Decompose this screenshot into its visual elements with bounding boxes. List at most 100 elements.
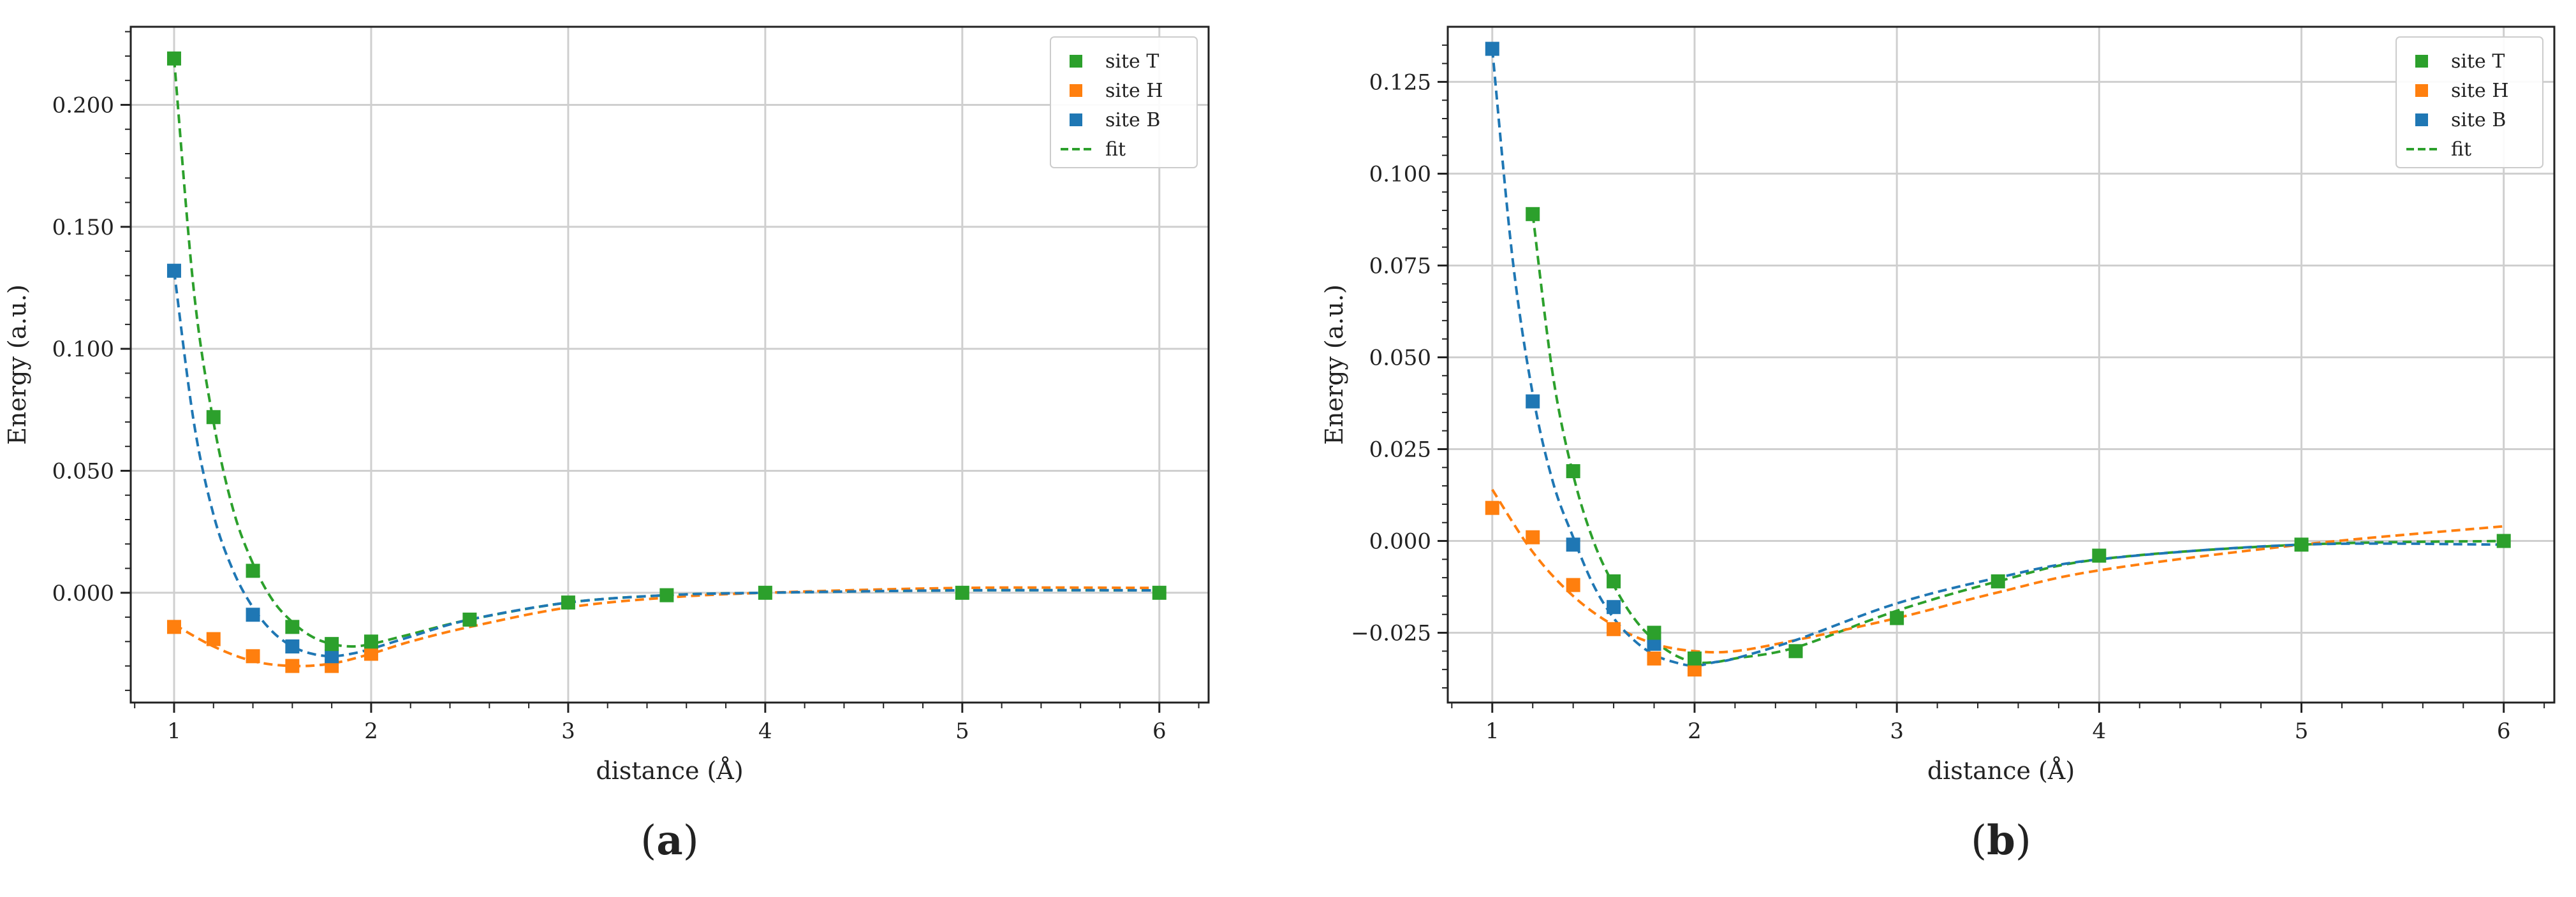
- legend-label: site T: [2451, 50, 2505, 73]
- y-tick-label: 0.200: [52, 92, 114, 118]
- data-point-site-T: [1607, 574, 1621, 588]
- legend-label: site T: [1105, 50, 1159, 73]
- legend-marker: [2415, 113, 2428, 126]
- data-point-site-B: [166, 263, 181, 278]
- legend-label: fit: [1105, 138, 1126, 161]
- data-point-site-B: [1485, 41, 1499, 56]
- data-point-site-T: [1566, 464, 1580, 479]
- x-tick-label: 1: [167, 718, 181, 744]
- data-point-site-T: [1526, 207, 1540, 221]
- data-point-site-T: [1152, 585, 1167, 600]
- data-point-site-B: [325, 649, 339, 664]
- fit-curve-site-H: [173, 586, 1159, 667]
- data-point-site-T: [1890, 611, 1904, 625]
- y-tick-label: 0.100: [52, 337, 114, 362]
- legend-box: [1050, 36, 1198, 168]
- y-axis-title: Energy (a.u.): [3, 284, 31, 445]
- y-tick-label: 0.050: [1369, 345, 1431, 370]
- panel-label: (b): [1971, 817, 2031, 864]
- data-point-site-T: [462, 612, 477, 627]
- x-tick-label: 2: [364, 718, 378, 744]
- data-point-site-H: [206, 632, 221, 646]
- legend-label: site H: [1105, 80, 1163, 102]
- data-point-site-B: [1566, 537, 1580, 552]
- data-point-site-H: [1607, 622, 1621, 636]
- y-tick-label: 0.150: [52, 215, 114, 240]
- data-point-site-H: [1526, 530, 1540, 544]
- data-point-site-T: [285, 620, 300, 634]
- data-point-site-T: [561, 595, 575, 610]
- y-tick-label: 0.075: [1369, 253, 1431, 279]
- fit-curve-site-B: [1490, 48, 2504, 667]
- legend: site T site H site B fit: [2396, 36, 2543, 168]
- data-point-site-T: [2496, 534, 2511, 548]
- data-point-site-T: [1991, 574, 2005, 588]
- y-tick-label: 0.125: [1369, 69, 1431, 95]
- legend: site T site H site B fit: [1050, 36, 1198, 168]
- y-tick-label: 0.000: [1369, 529, 1431, 555]
- x-tick-label: 6: [2497, 718, 2511, 744]
- data-point-site-T: [2092, 548, 2107, 563]
- plot-area: [1485, 41, 2511, 677]
- legend-marker: [2415, 84, 2428, 97]
- x-axis-title: distance (Å): [1927, 757, 2075, 785]
- data-point-site-H: [246, 649, 260, 664]
- legend-label: site B: [1105, 109, 1160, 131]
- data-point-site-H: [166, 620, 181, 634]
- data-point-site-T: [166, 51, 181, 66]
- data-point-site-B: [1526, 394, 1540, 409]
- legend-marker: [1070, 55, 1082, 68]
- fit-curve-site-T: [1531, 214, 2504, 664]
- data-point-site-T: [246, 564, 260, 578]
- x-tick-label: 3: [1890, 718, 1904, 744]
- y-tick-label: 0.050: [52, 458, 114, 484]
- data-point-site-T: [1788, 644, 1803, 659]
- data-point-site-H: [285, 659, 300, 673]
- panel-letter: b: [1987, 817, 2015, 864]
- data-point-site-T: [2294, 537, 2309, 552]
- legend-label: site H: [2451, 80, 2509, 102]
- legend-box: [2396, 36, 2543, 168]
- data-point-site-B: [1607, 600, 1621, 615]
- data-point-site-T: [325, 637, 339, 652]
- y-tick-label: 0.100: [1369, 161, 1431, 187]
- fit-curve-site-B: [172, 270, 1159, 658]
- fit-curve-site-H: [1491, 488, 2504, 654]
- data-point-site-H: [1566, 578, 1580, 592]
- data-point-site-H: [1647, 651, 1661, 666]
- x-tick-label: 6: [1152, 718, 1167, 744]
- x-tick-label: 5: [2295, 718, 2309, 744]
- x-tick-label: 1: [1485, 718, 1499, 744]
- axes-frame: [129, 26, 1210, 704]
- fit-curve-site-T: [172, 58, 1159, 648]
- legend-marker: [1070, 84, 1082, 97]
- axes-frame: [1446, 26, 2556, 704]
- x-axis-title: distance (Å): [596, 757, 743, 785]
- data-point-site-B: [246, 608, 260, 622]
- data-point-site-B: [1647, 636, 1661, 651]
- x-tick-label: 3: [561, 718, 575, 744]
- legend-label: fit: [2451, 138, 2471, 161]
- legend-label: site B: [2451, 109, 2506, 131]
- x-tick-label: 2: [1688, 718, 1702, 744]
- y-tick-label: 0.000: [52, 581, 114, 606]
- data-point-site-T: [659, 588, 674, 602]
- data-point-site-H: [364, 646, 378, 661]
- panel-label: (a): [640, 817, 698, 864]
- data-point-site-T: [1647, 625, 1661, 640]
- data-point-site-T: [364, 634, 378, 649]
- data-point-site-H: [1485, 500, 1499, 515]
- plot-area: [166, 51, 1167, 673]
- legend-marker: [1070, 113, 1082, 126]
- data-point-site-T: [955, 585, 969, 600]
- y-axis-title: Energy (a.u.): [1320, 284, 1348, 445]
- data-point-site-T: [206, 410, 221, 425]
- y-tick-label: −0.025: [1351, 621, 1431, 646]
- data-point-site-T: [1687, 651, 1702, 666]
- panel-letter: a: [656, 817, 682, 864]
- x-tick-label: 4: [758, 718, 772, 744]
- x-tick-label: 5: [955, 718, 969, 744]
- chart-panel-b: 1 2 3 4 5 6 −0.025 0.000 0.025 0.050 0.075 0.100 0.1…: [1320, 26, 2556, 864]
- x-tick-label: 4: [2093, 718, 2107, 744]
